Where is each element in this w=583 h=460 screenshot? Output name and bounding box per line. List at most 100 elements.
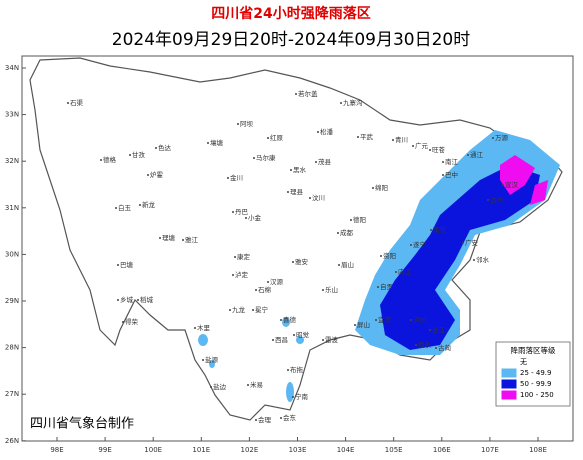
place-dot [502, 184, 504, 186]
place-dot [473, 259, 475, 261]
legend-title: 降雨落区等级 [511, 345, 556, 355]
rain-25-49 [296, 336, 304, 344]
place-label: 石渠 [70, 98, 84, 107]
place-dot [253, 157, 255, 159]
place-label: 邻水 [476, 255, 490, 264]
place-label: 炉霍 [150, 170, 164, 179]
credit: 四川省气象台制作 [30, 416, 134, 432]
place-label: 会东 [283, 413, 297, 422]
place-dot [322, 289, 324, 291]
place-dot [462, 242, 464, 244]
place-dot [155, 147, 157, 149]
place-dot [492, 137, 494, 139]
place-label: 石棉 [258, 285, 272, 294]
place-label: 盐边 [213, 382, 227, 391]
place-dot [137, 299, 139, 301]
place-dot [117, 299, 119, 301]
place-dot [292, 396, 294, 398]
place-dot [372, 187, 374, 189]
place-label: 巴中 [445, 170, 458, 179]
place-dot [202, 359, 204, 361]
place-label: 旺苍 [432, 145, 446, 154]
place-dot [340, 102, 342, 104]
place-dot [415, 344, 417, 346]
place-label: 色达 [158, 143, 172, 152]
legend-label: 50 - 99.9 [520, 380, 551, 388]
place-label: 资阳 [383, 251, 396, 260]
place-label: 达州 [490, 195, 503, 204]
place-dot [429, 329, 431, 331]
place-label: 成都 [340, 228, 354, 237]
place-label: 宁南 [295, 392, 309, 401]
place-dot [272, 339, 274, 341]
place-dot [147, 174, 149, 176]
place-label: 壤塘 [210, 138, 224, 147]
place-dot [159, 237, 161, 239]
place-label: 黑水 [293, 165, 307, 174]
place-dot [67, 102, 69, 104]
place-dot [100, 159, 102, 161]
graticule-ticks: 34N 33N 32N 31N 30N 29N 28N 27N 26N 98E 99E 100E 101… [5, 64, 547, 454]
legend-label: 25 - 49.9 [520, 369, 551, 377]
place-label: 德格 [103, 155, 117, 164]
legend-swatch [501, 368, 517, 378]
place-dot [315, 161, 317, 163]
place-dot [442, 174, 444, 176]
place-dot [182, 239, 184, 241]
place-label: 通江 [470, 150, 484, 159]
place-dot [429, 149, 431, 151]
map-subtitle: 2024年09月29日20时-2024年09月30日20时 [112, 30, 470, 50]
place-label: 昭觉 [296, 330, 310, 339]
place-dot [207, 142, 209, 144]
rain-areas [198, 130, 560, 402]
place-dot [380, 255, 382, 257]
place-label: 小金 [248, 213, 262, 222]
place-label: 屏山 [357, 320, 370, 329]
lat-tick-label: 31N [5, 204, 19, 212]
place-dot [255, 289, 257, 291]
place-label: 丹巴 [235, 208, 249, 216]
place-dot [252, 309, 254, 311]
place-dot [375, 319, 377, 321]
lon-tick-label: 104E [337, 446, 355, 454]
rain-25-49 [286, 382, 294, 402]
place-label: 汶川 [312, 193, 325, 202]
place-label: 绵阳 [375, 183, 388, 192]
place-dot [487, 199, 489, 201]
place-dot [139, 204, 141, 206]
place-label: 西昌 [275, 336, 288, 344]
place-label: 红原 [270, 133, 284, 142]
place-label: 阿坝 [240, 119, 254, 128]
place-label: 万源 [495, 133, 509, 142]
lon-tick-label: 100E [144, 446, 162, 454]
rain-100-250 [500, 155, 535, 195]
place-dot [337, 232, 339, 234]
place-dot [247, 384, 249, 386]
place-dot [357, 136, 359, 138]
place-label: 布拖 [290, 365, 304, 374]
place-dot [295, 93, 297, 95]
place-label: 雅安 [295, 257, 309, 266]
place-label: 乐山 [325, 285, 338, 294]
place-label: 宣汉 [505, 180, 519, 189]
place-dot [322, 339, 324, 341]
lon-tick-label: 103E [289, 446, 307, 454]
rain-50-99 [380, 165, 540, 350]
place-dot [229, 309, 231, 311]
rain-25-49 [282, 317, 290, 327]
place-dot [410, 319, 412, 321]
place-dot [232, 274, 234, 276]
legend-swatch [502, 358, 516, 366]
place-label: 南充 [433, 225, 447, 234]
rain-100-250 [530, 180, 548, 205]
place-dot [338, 264, 340, 266]
place-label: 喜德 [283, 315, 297, 324]
place-label: 白玉 [118, 203, 132, 212]
place-dot [280, 319, 282, 321]
place-dot [267, 281, 269, 283]
place-label: 马尔康 [256, 153, 276, 162]
